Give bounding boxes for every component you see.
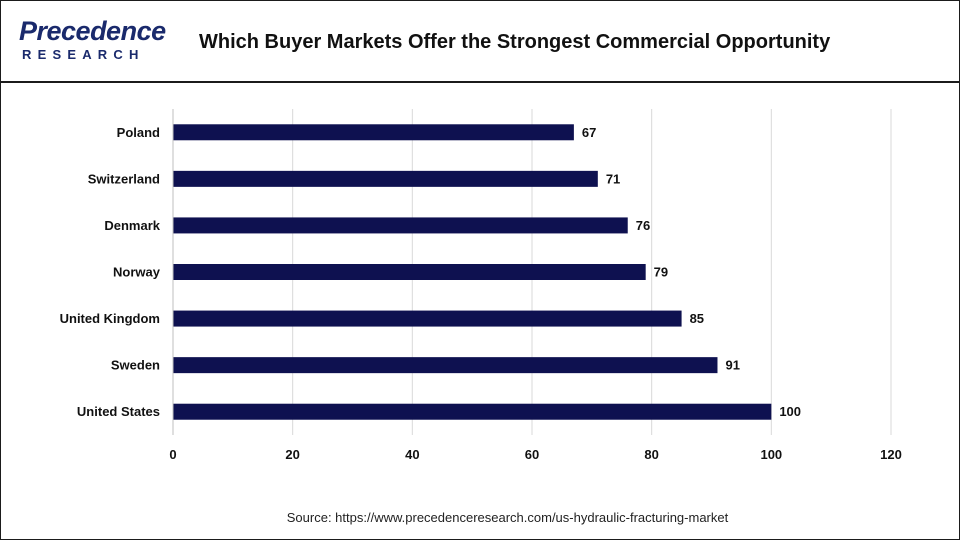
bar — [173, 170, 598, 187]
bar — [173, 217, 628, 234]
header: Precedence RESEARCH Which Buyer Markets … — [1, 1, 959, 83]
x-tick-label: 0 — [169, 447, 176, 462]
source-note: Source: https://www.precedenceresearch.c… — [286, 510, 729, 525]
x-tick-label: 40 — [405, 447, 419, 462]
category-label: United States — [77, 404, 160, 419]
x-tick-label: 20 — [285, 447, 299, 462]
x-tick-label: 60 — [525, 447, 539, 462]
data-label: 71 — [606, 171, 620, 186]
category-label: Switzerland — [88, 171, 160, 186]
x-tick-label: 120 — [880, 447, 902, 462]
category-label: Norway — [113, 265, 161, 280]
data-label: 91 — [725, 358, 739, 373]
logo-wordmark: Precedence — [19, 16, 166, 46]
chart-title: Which Buyer Markets Offer the Strongest … — [199, 31, 831, 53]
data-label: 79 — [654, 265, 668, 280]
category-label: United Kingdom — [60, 311, 160, 326]
category-label: Poland — [117, 125, 160, 140]
bar — [173, 124, 574, 141]
bar — [173, 264, 646, 280]
category-label: Sweden — [111, 358, 160, 373]
category-label: Denmark — [104, 218, 160, 233]
x-tick-label: 100 — [760, 447, 782, 462]
data-label: 76 — [636, 218, 650, 233]
x-tick-label: 80 — [644, 447, 658, 462]
bar — [173, 403, 772, 420]
data-label: 100 — [779, 404, 801, 419]
precedence-research-logo: Precedence RESEARCH — [19, 17, 169, 65]
logo-subtitle: RESEARCH — [22, 47, 145, 62]
data-label: 67 — [582, 125, 596, 140]
bar — [173, 357, 718, 374]
data-label: 85 — [690, 311, 704, 326]
bar — [173, 310, 682, 327]
